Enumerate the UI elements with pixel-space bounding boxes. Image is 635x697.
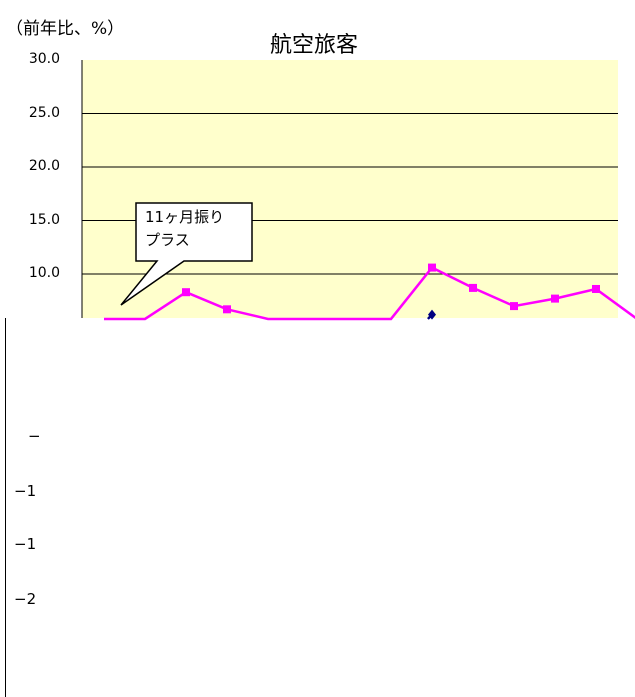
y-tick-label: 30.0 — [28, 51, 60, 67]
lower-axis-label: −1 — [14, 535, 37, 553]
gridlines — [81, 60, 618, 318]
series-line — [104, 266, 635, 321]
y-tick-label: 10.0 — [28, 265, 60, 281]
data-point — [510, 302, 518, 311]
data-point — [428, 263, 436, 272]
chart-left-border — [5, 318, 6, 697]
callout-text-line-2: プラス — [145, 231, 190, 249]
annotation-callout: 11ヶ月振り プラス — [120, 202, 253, 306]
data-point — [551, 294, 559, 303]
data-point — [469, 283, 477, 292]
callout-box — [120, 202, 253, 306]
y-axis-unit-label: （前年比、%） — [6, 19, 125, 39]
data-point — [592, 284, 600, 293]
data-point — [428, 309, 436, 320]
y-tick-label: 15.0 — [28, 211, 60, 228]
lower-axis-label: − — [28, 427, 41, 445]
chart-title: 航空旅客 — [270, 33, 359, 58]
callout-text-line-1: 11ヶ月振り — [145, 208, 224, 226]
data-point — [182, 288, 190, 297]
plot-area — [82, 60, 618, 318]
lower-axis-label: −2 — [14, 590, 37, 608]
data-point — [223, 305, 231, 314]
lower-axis-label: −1 — [14, 482, 37, 500]
series-layer — [104, 263, 635, 321]
y-tick-label: 20.0 — [28, 158, 60, 174]
y-tick-label: 25.0 — [28, 104, 60, 121]
